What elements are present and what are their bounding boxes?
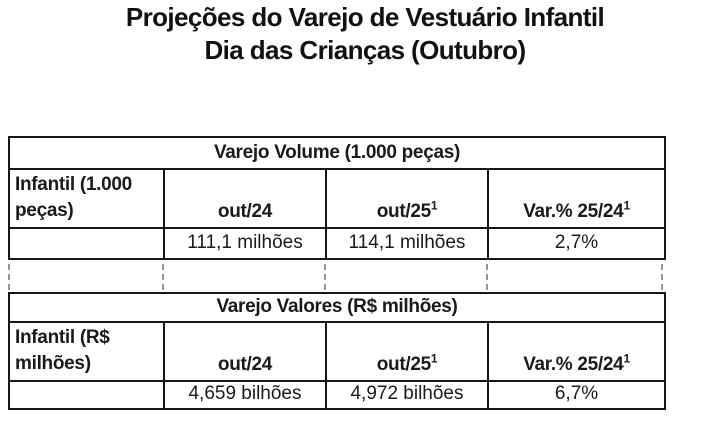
table-row: Infantil (1.000 peças) out/24 out/251 Var… [8,168,666,229]
row-header-line-1: Infantil (R$ [15,327,110,348]
value-volume-var: 2,7% [487,227,666,260]
table-varejo-volume: Varejo Volume (1.000 peças) Infantil (1.… [8,136,666,260]
table-row: Varejo Valores (R$ milhões) [8,292,666,323]
row-header-volume: Infantil (1.000 peças) [8,168,165,229]
footnote-superscript: 1 [623,198,630,213]
column-header-var: Var.% 25/241 [487,168,666,229]
row-header-line-1: Infantil (1.000 [15,174,132,195]
dashed-column-guide [162,264,164,290]
footnote-superscript: 1 [430,351,438,366]
column-header-out25: out/251 [325,321,489,382]
value-valores-out24: 4,659 bilhões [163,380,327,410]
dashed-column-guide [324,264,326,290]
column-header-out25: out/251 [325,168,489,229]
row-label-empty-cell [8,380,165,410]
column-header-out24: out/24 [163,321,327,382]
table-varejo-valores: Varejo Valores (R$ milhões) Infantil (R$… [8,292,666,410]
page-title-line-2: Dia das Crianças (Outubro) [204,35,526,65]
value-volume-out24: 111,1 milhões [163,227,327,260]
column-header-out24: out/24 [163,168,327,229]
page-title-line-1: Projeções do Varejo de Vestuário Infanti… [125,2,605,32]
table-row: 4,659 bilhões 4,972 bilhões 6,7% [8,380,666,410]
dashed-column-guide [486,264,488,290]
table-row: Varejo Volume (1.000 peças) [8,136,666,170]
footnote-superscript: 1 [430,198,438,213]
dashed-column-guide [661,264,663,290]
value-volume-out25: 114,1 milhões [325,227,489,260]
column-header-var: Var.% 25/241 [487,321,666,382]
row-header-valores: Infantil (R$ milhões) [8,321,165,382]
row-label-empty-cell [8,227,165,260]
table-title-valores: Varejo Valores (R$ milhões) [8,292,666,323]
value-valores-var: 6,7% [487,380,666,410]
page-title: Projeções do Varejo de Vestuário Infanti… [10,1,720,67]
row-header-line-2: peças) [15,200,74,221]
row-header-line-2: milhões) [15,353,91,374]
table-row: 111,1 milhões 114,1 milhões 2,7% [8,227,666,260]
table-title-volume: Varejo Volume (1.000 peças) [8,136,666,170]
value-valores-out25: 4,972 bilhões [325,380,489,410]
table-row: Infantil (R$ milhões) out/24 out/251 Var.… [8,321,666,382]
dashed-column-guide [8,264,10,290]
footnote-superscript: 1 [623,351,630,366]
